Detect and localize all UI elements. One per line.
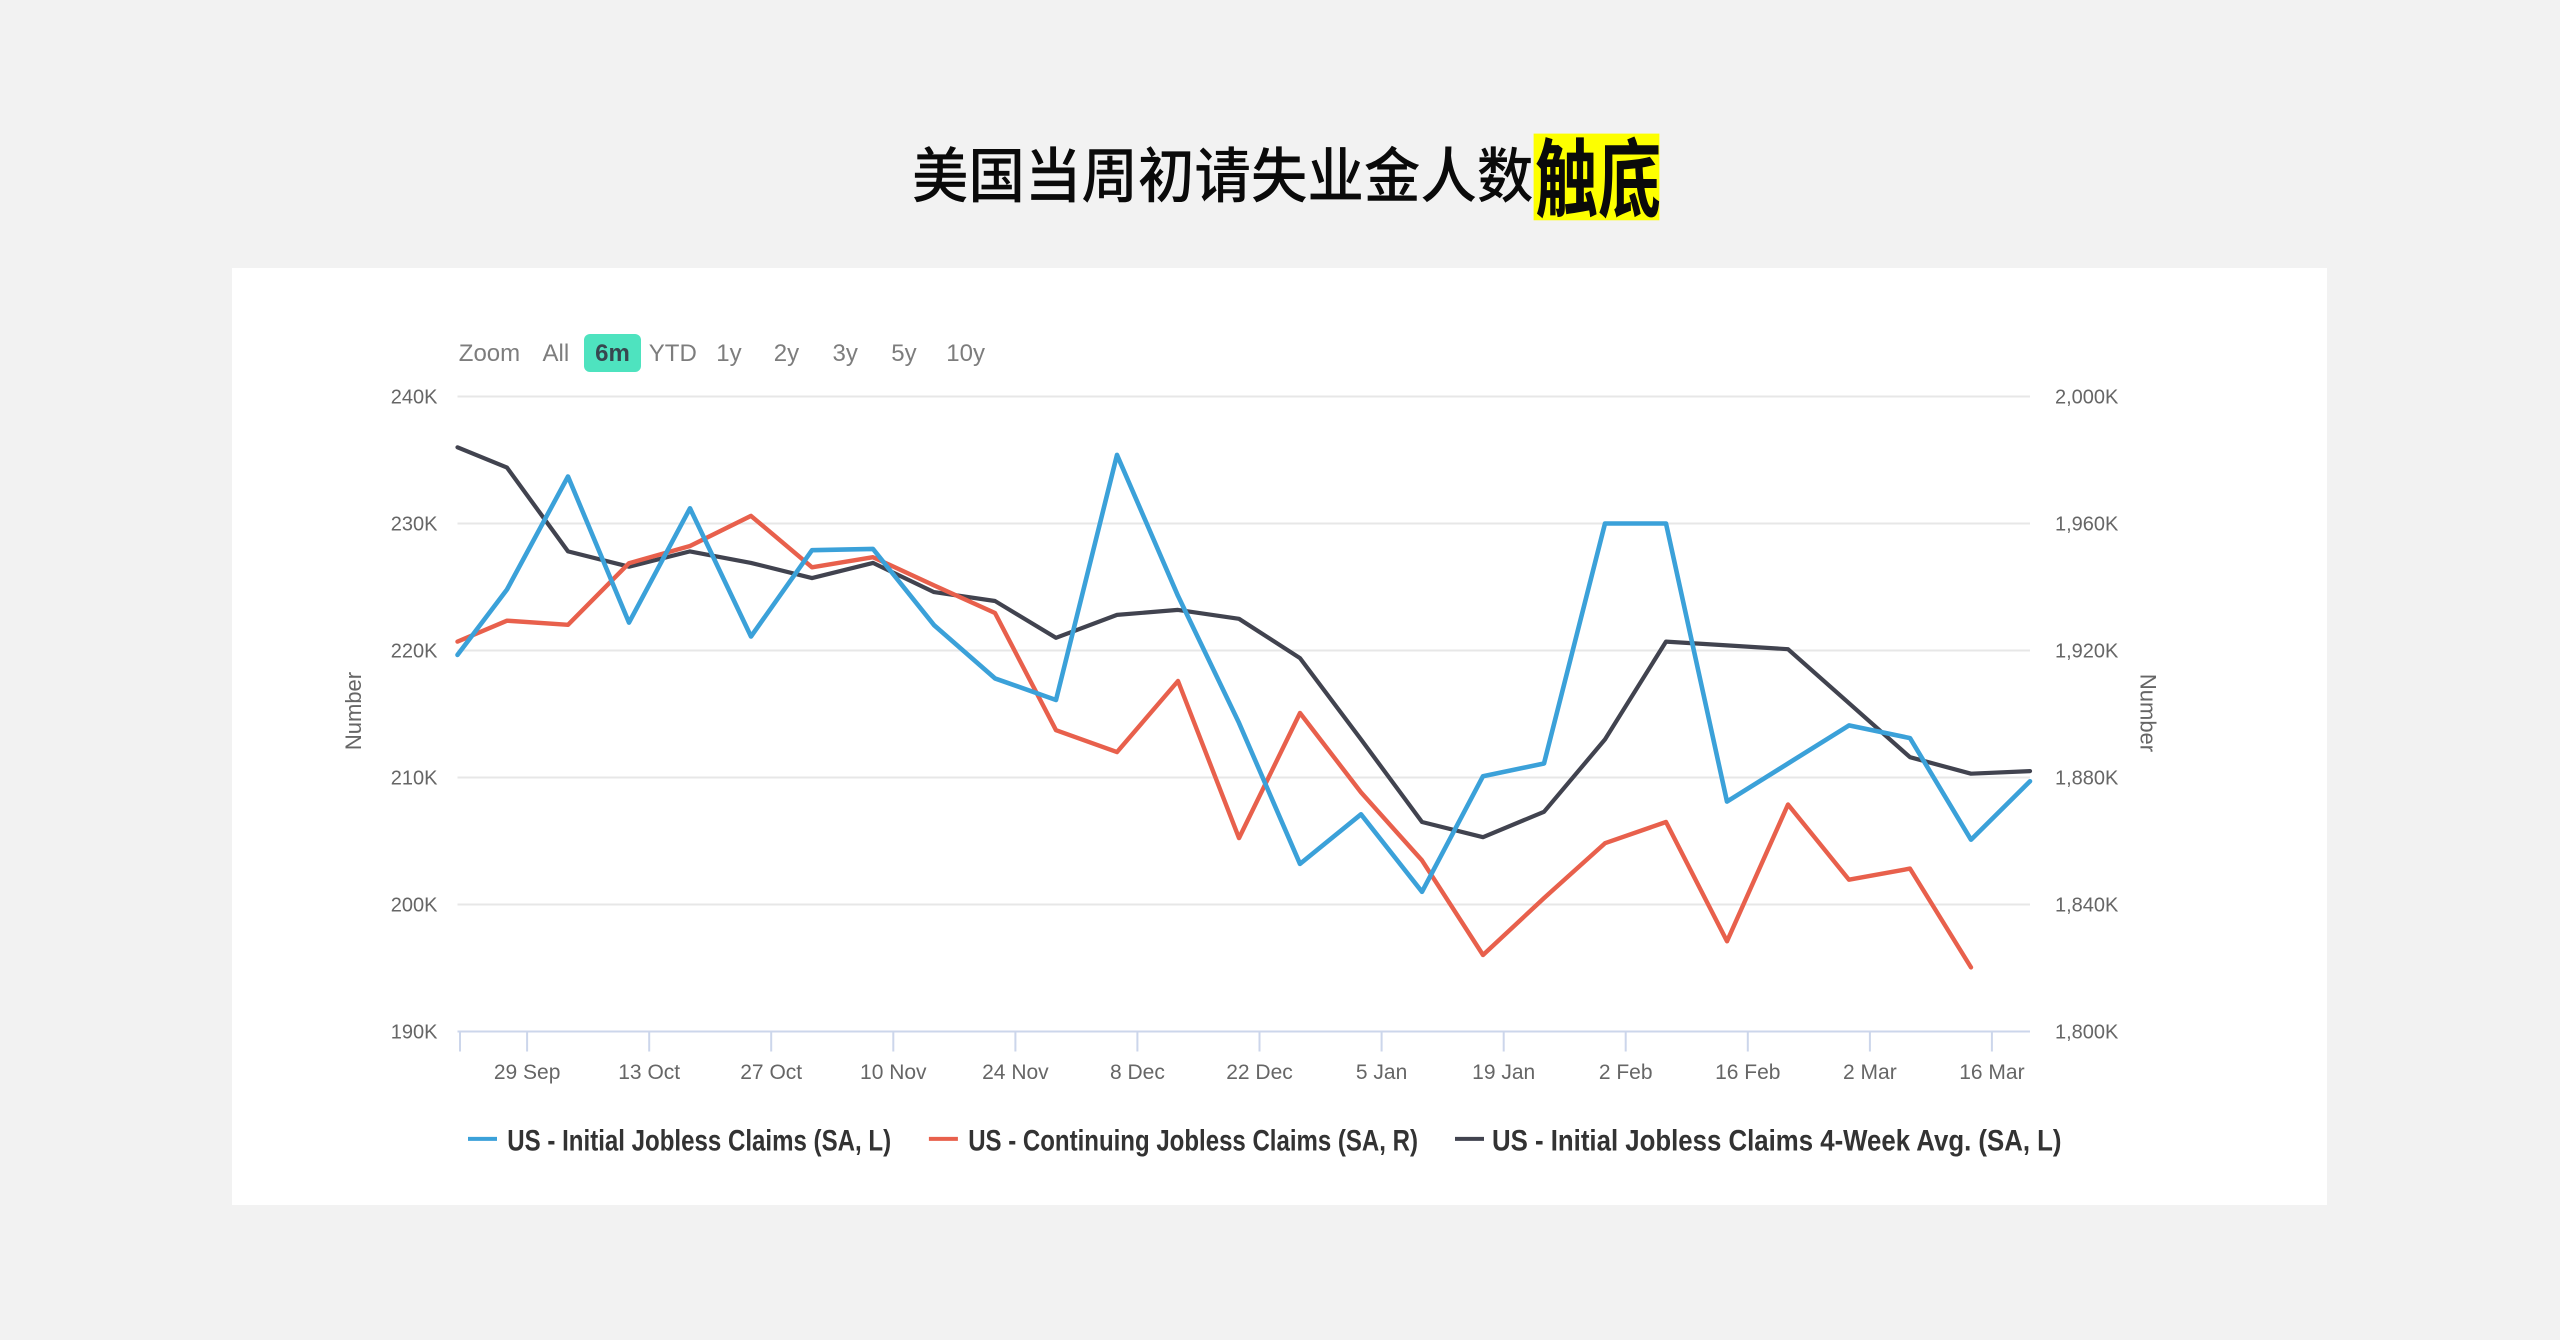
svg-text:1,840K: 1,840K — [2055, 895, 2119, 917]
svg-text:1,920K: 1,920K — [2055, 641, 2119, 663]
svg-text:16 Mar: 16 Mar — [1959, 1061, 2024, 1084]
svg-text:200K: 200K — [391, 895, 438, 917]
svg-text:27 Oct: 27 Oct — [740, 1061, 802, 1084]
svg-text:220K: 220K — [391, 641, 438, 663]
svg-text:1,960K: 1,960K — [2055, 514, 2119, 536]
svg-text:US - Initial Jobless Claims 4-: US - Initial Jobless Claims 4-Week Avg. … — [1492, 1125, 2062, 1158]
svg-text:240K: 240K — [391, 387, 438, 409]
svg-text:22 Dec: 22 Dec — [1226, 1061, 1293, 1084]
svg-text:3y: 3y — [833, 340, 858, 367]
svg-text:5 Jan: 5 Jan — [1356, 1061, 1407, 1084]
svg-text:19 Jan: 19 Jan — [1472, 1061, 1535, 1084]
svg-text:5y: 5y — [891, 340, 916, 367]
svg-text:1,880K: 1,880K — [2055, 768, 2119, 790]
svg-text:YTD: YTD — [649, 340, 697, 367]
svg-text:1,800K: 1,800K — [2055, 1022, 2119, 1044]
svg-text:2 Mar: 2 Mar — [1843, 1061, 1897, 1084]
svg-text:Zoom: Zoom — [459, 340, 520, 367]
svg-text:6m: 6m — [595, 340, 630, 367]
svg-text:230K: 230K — [391, 514, 438, 536]
svg-text:1y: 1y — [716, 340, 741, 367]
svg-text:Number: Number — [341, 672, 366, 750]
svg-text:All: All — [543, 340, 570, 367]
svg-text:US - Initial Jobless Claims (S: US - Initial Jobless Claims (SA, L) — [507, 1125, 891, 1158]
svg-text:16 Feb: 16 Feb — [1715, 1061, 1780, 1084]
svg-text:Number: Number — [2136, 674, 2161, 752]
svg-text:2y: 2y — [774, 340, 799, 367]
svg-text:24 Nov: 24 Nov — [982, 1061, 1049, 1084]
svg-text:8 Dec: 8 Dec — [1110, 1061, 1165, 1084]
svg-text:2,000K: 2,000K — [2055, 387, 2119, 409]
svg-text:13 Oct: 13 Oct — [618, 1061, 680, 1084]
svg-text:190K: 190K — [391, 1022, 438, 1044]
svg-text:210K: 210K — [391, 768, 438, 790]
svg-text:2 Feb: 2 Feb — [1599, 1061, 1653, 1084]
svg-text:29 Sep: 29 Sep — [494, 1061, 561, 1084]
svg-text:10y: 10y — [946, 340, 985, 367]
svg-text:10 Nov: 10 Nov — [860, 1061, 927, 1084]
svg-text:US - Continuing Jobless Claims: US - Continuing Jobless Claims (SA, R) — [968, 1125, 1418, 1158]
